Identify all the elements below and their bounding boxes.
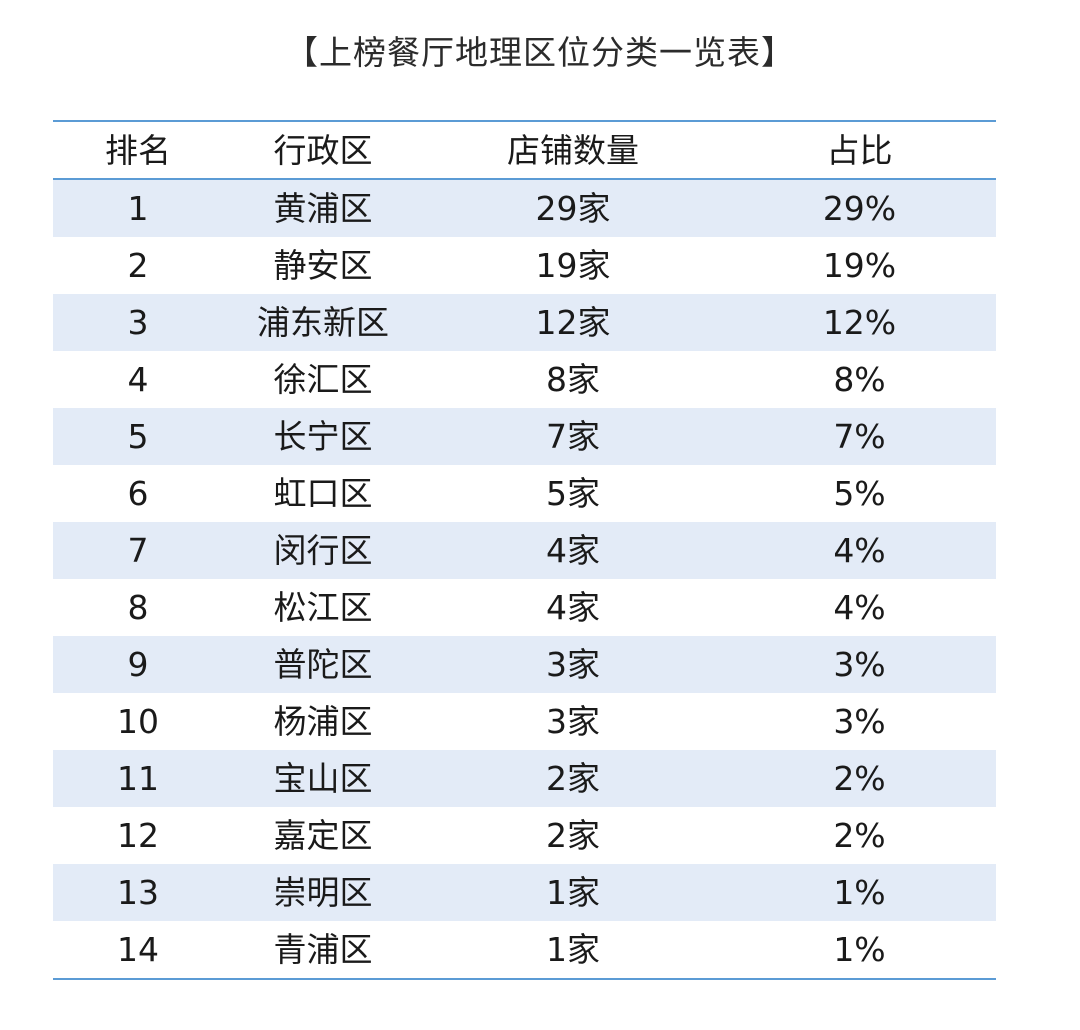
cell-rank: 14 — [117, 930, 159, 969]
cell-district: 长宁区 — [273, 417, 373, 456]
cell-share: 4% — [833, 588, 886, 627]
cell-share: 12% — [822, 303, 897, 342]
table-row: 14 青浦区 1家 1% — [53, 921, 996, 978]
table-row: 1 黄浦区 29家 29% — [53, 180, 996, 237]
cell-rank: 10 — [117, 702, 159, 741]
header-store-count: 店铺数量 — [507, 130, 639, 170]
table-row: 5 长宁区 7家 7% — [53, 408, 996, 465]
cell-store-count: 2家 — [546, 759, 600, 798]
table-row: 8 松江区 4家 4% — [53, 579, 996, 636]
cell-share: 19% — [822, 246, 897, 285]
cell-store-count: 1家 — [546, 873, 600, 912]
cell-share: 1% — [833, 873, 886, 912]
cell-store-count: 5家 — [546, 474, 600, 513]
cell-store-count: 7家 — [546, 417, 600, 456]
table-row: 9 普陀区 3家 3% — [53, 636, 996, 693]
cell-share: 3% — [833, 702, 886, 741]
table-header-row: 排名 行政区 店铺数量 占比 — [53, 122, 996, 180]
table-row: 4 徐汇区 8家 8% — [53, 351, 996, 408]
cell-rank: 3 — [127, 303, 149, 342]
header-share: 占比 — [826, 130, 893, 170]
cell-store-count: 3家 — [546, 645, 600, 684]
cell-district: 闵行区 — [273, 531, 373, 570]
table-row: 2 静安区 19家 19% — [53, 237, 996, 294]
cell-rank: 4 — [127, 360, 149, 399]
cell-store-count: 8家 — [546, 360, 600, 399]
cell-rank: 6 — [127, 474, 149, 513]
cell-district: 黄浦区 — [273, 189, 373, 228]
cell-rank: 11 — [117, 759, 159, 798]
cell-rank: 1 — [127, 189, 149, 228]
cell-district: 静安区 — [273, 246, 373, 285]
cell-rank: 2 — [127, 246, 149, 285]
cell-rank: 9 — [127, 645, 149, 684]
cell-rank: 8 — [127, 588, 149, 627]
cell-share: 4% — [833, 531, 886, 570]
cell-district: 宝山区 — [273, 759, 373, 798]
cell-share: 5% — [833, 474, 886, 513]
cell-district: 松江区 — [273, 588, 373, 627]
cell-store-count: 29家 — [535, 189, 611, 228]
table-row: 3 浦东新区 12家 12% — [53, 294, 996, 351]
cell-store-count: 3家 — [546, 702, 600, 741]
table-title: 【上榜餐厅地理区位分类一览表】 — [285, 33, 795, 72]
cell-district: 徐汇区 — [273, 360, 373, 399]
cell-district: 虹口区 — [273, 474, 373, 513]
cell-store-count: 1家 — [546, 930, 600, 969]
cell-share: 29% — [822, 189, 897, 228]
table-row: 6 虹口区 5家 5% — [53, 465, 996, 522]
table-body: 1 黄浦区 29家 29% 2 静安区 19家 19% 3 浦东新区 12家 12% 4 徐汇区 8家 8% 5… — [53, 180, 996, 978]
table-row: 12 嘉定区 2家 2% — [53, 807, 996, 864]
cell-store-count: 19家 — [535, 246, 611, 285]
cell-district: 浦东新区 — [257, 303, 389, 342]
cell-share: 3% — [833, 645, 886, 684]
header-district: 行政区 — [273, 130, 373, 170]
table-row: 13 崇明区 1家 1% — [53, 864, 996, 921]
cell-share: 8% — [833, 360, 886, 399]
header-rank: 排名 — [105, 130, 171, 170]
cell-district: 崇明区 — [273, 873, 373, 912]
cell-store-count: 2家 — [546, 816, 600, 855]
cell-share: 1% — [833, 930, 886, 969]
table-row: 11 宝山区 2家 2% — [53, 750, 996, 807]
cell-district: 嘉定区 — [273, 816, 373, 855]
cell-share: 7% — [833, 417, 886, 456]
cell-district: 青浦区 — [273, 930, 373, 969]
cell-store-count: 4家 — [546, 588, 600, 627]
table-row: 7 闵行区 4家 4% — [53, 522, 996, 579]
cell-store-count: 4家 — [546, 531, 600, 570]
cell-district: 杨浦区 — [273, 702, 373, 741]
cell-store-count: 12家 — [535, 303, 611, 342]
table-row: 10 杨浦区 3家 3% — [53, 693, 996, 750]
cell-share: 2% — [833, 816, 886, 855]
cell-share: 2% — [833, 759, 886, 798]
cell-rank: 12 — [117, 816, 159, 855]
district-table: 排名 行政区 店铺数量 占比 1 黄浦区 29家 29% 2 静安区 19家 19% 3 浦东新区… — [53, 120, 996, 980]
cell-rank: 13 — [117, 873, 159, 912]
cell-rank: 7 — [127, 531, 149, 570]
cell-district: 普陀区 — [273, 645, 373, 684]
cell-rank: 5 — [127, 417, 149, 456]
